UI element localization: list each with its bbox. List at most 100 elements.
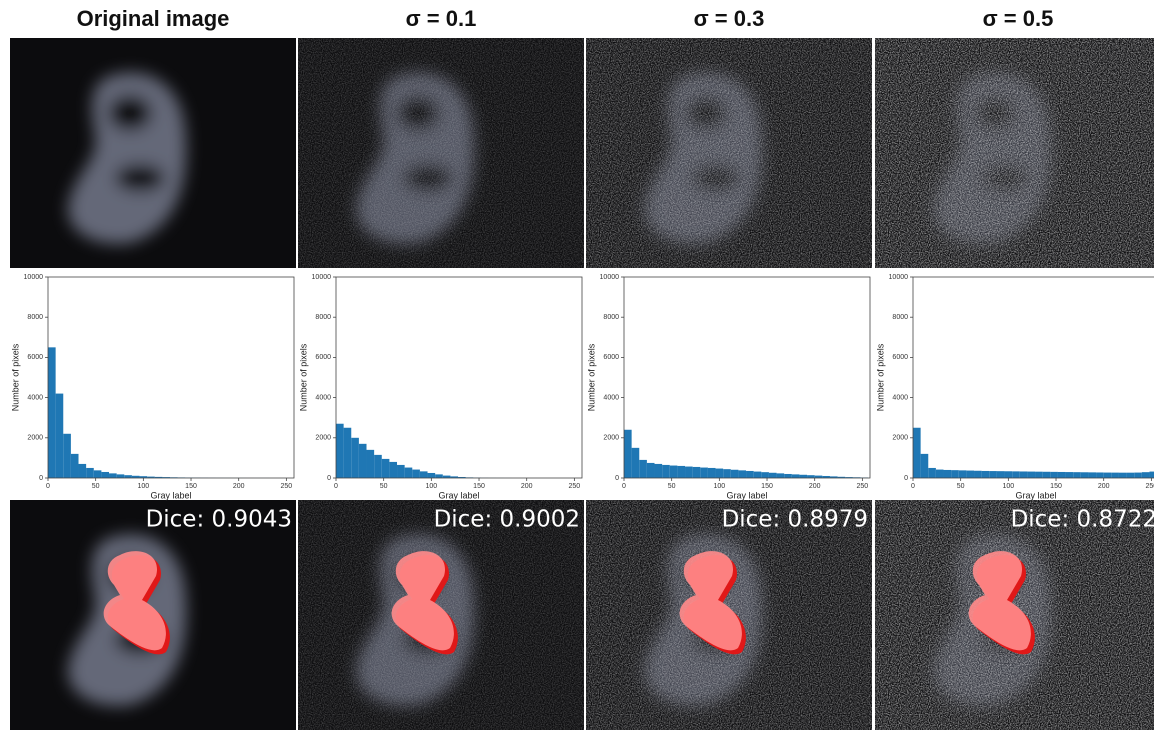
x-tick-label: 100 [138, 483, 150, 490]
y-tick-label: 8000 [27, 314, 43, 321]
y-axis-label: Number of pixels [10, 343, 20, 411]
bar [344, 428, 352, 478]
bar [913, 428, 921, 478]
bar [1020, 471, 1028, 478]
x-tick-label: 50 [380, 483, 388, 490]
bar [799, 475, 807, 478]
y-tick-label: 0 [904, 475, 908, 482]
bar [723, 469, 731, 478]
x-tick-label: 200 [233, 483, 245, 490]
histogram: 0200040006000800010000050100150200250Gra… [875, 274, 1154, 501]
y-tick-label: 10000 [24, 274, 44, 281]
y-tick-label: 2000 [892, 435, 908, 442]
x-tick-label: 200 [809, 483, 821, 490]
bar [997, 471, 1005, 478]
x-tick-label: 150 [185, 483, 197, 490]
bar [777, 473, 785, 478]
bar [420, 471, 428, 478]
bar [655, 464, 663, 478]
dice-score: Dice: 0.8722 [1011, 507, 1154, 533]
y-tick-label: 10000 [600, 274, 620, 281]
bar [1043, 472, 1051, 478]
bar [951, 470, 959, 478]
bar [921, 454, 929, 478]
tissue-hole [115, 164, 165, 192]
x-tick-label: 150 [761, 483, 773, 490]
x-tick-label: 200 [1098, 483, 1110, 490]
y-axis-label: Number of pixels [586, 343, 596, 411]
bar [86, 468, 94, 478]
bar [807, 475, 815, 478]
x-tick-label: 200 [521, 483, 533, 490]
y-tick-label: 8000 [892, 314, 908, 321]
bar [716, 469, 724, 478]
bar [435, 474, 443, 478]
bar [693, 467, 701, 478]
bar [389, 462, 397, 478]
bar [428, 473, 436, 478]
x-tick-label: 250 [281, 483, 293, 490]
x-tick-label: 50 [668, 483, 676, 490]
bar [1066, 472, 1074, 478]
y-tick-label: 4000 [27, 394, 43, 401]
bar [1050, 472, 1058, 478]
bar [359, 444, 367, 478]
bar [351, 438, 359, 478]
segmentation-image [10, 500, 296, 730]
bar [959, 470, 967, 478]
bar [1073, 472, 1081, 478]
input-image [586, 38, 872, 268]
noise [875, 38, 1154, 268]
bar [109, 473, 117, 478]
bar [1127, 473, 1135, 478]
input-image [298, 38, 584, 268]
bar [792, 474, 800, 478]
bar [79, 464, 87, 478]
bar [1096, 472, 1104, 478]
y-tick-label: 4000 [892, 394, 908, 401]
plot-area [913, 277, 1154, 478]
x-tick-label: 100 [714, 483, 726, 490]
y-tick-label: 0 [327, 475, 331, 482]
bar [1104, 473, 1112, 478]
dice-score: Dice: 0.9043 [146, 507, 292, 533]
x-tick-label: 0 [46, 483, 50, 490]
bar [936, 470, 944, 478]
bar [761, 472, 769, 478]
y-tick-label: 6000 [603, 354, 619, 361]
bar [1111, 473, 1119, 478]
x-tick-label: 150 [473, 483, 485, 490]
y-tick-label: 0 [615, 475, 619, 482]
bar [1005, 471, 1013, 478]
x-tick-label: 0 [911, 483, 915, 490]
bar [754, 472, 762, 478]
input-image [10, 38, 296, 268]
noise [586, 38, 872, 268]
y-tick-label: 2000 [315, 435, 331, 442]
bar [746, 471, 754, 478]
x-axis-label: Gray label [726, 490, 767, 500]
bar [700, 468, 708, 478]
bar [1088, 472, 1096, 478]
bar [989, 471, 997, 478]
x-tick-label: 50 [92, 483, 100, 490]
bar [662, 465, 670, 478]
bar [647, 463, 655, 478]
bar [101, 472, 109, 478]
x-tick-label: 250 [857, 483, 869, 490]
bar [1149, 472, 1154, 478]
bar [71, 454, 79, 478]
bar [1012, 471, 1020, 478]
segmentation-image [298, 500, 584, 730]
x-axis-label: Gray label [1015, 490, 1056, 500]
bar [405, 468, 413, 478]
x-tick-label: 150 [1050, 483, 1062, 490]
bar [982, 471, 990, 478]
noise [298, 38, 584, 268]
bar [367, 450, 375, 478]
y-axis-label: Number of pixels [298, 343, 308, 411]
bar [731, 470, 739, 478]
